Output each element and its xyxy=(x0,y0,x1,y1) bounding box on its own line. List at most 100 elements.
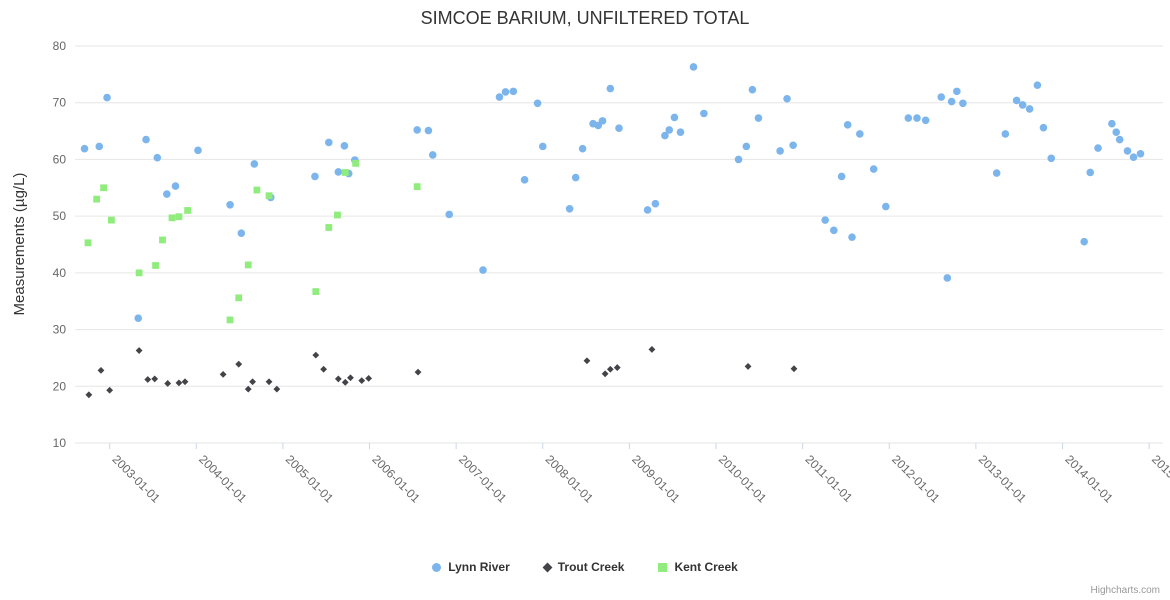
data-point[interactable] xyxy=(904,114,913,122)
data-point[interactable] xyxy=(334,211,341,219)
data-point[interactable] xyxy=(613,364,621,371)
data-point[interactable] xyxy=(93,195,101,203)
data-point[interactable] xyxy=(194,146,202,155)
data-point[interactable] xyxy=(134,314,143,323)
data-point[interactable] xyxy=(606,84,615,93)
data-point[interactable] xyxy=(164,380,172,387)
data-point[interactable] xyxy=(921,116,930,125)
data-point[interactable] xyxy=(135,347,143,354)
data-point[interactable] xyxy=(320,365,328,373)
data-point[interactable] xyxy=(334,168,343,176)
data-point[interactable] xyxy=(175,379,183,387)
data-point[interactable] xyxy=(142,135,150,144)
data-point[interactable] xyxy=(265,192,273,200)
data-point[interactable] xyxy=(1094,144,1102,152)
data-point[interactable] xyxy=(947,97,956,106)
legend-item-lynn-river[interactable]: Lynn River xyxy=(432,560,510,574)
data-point[interactable] xyxy=(565,204,574,213)
data-point[interactable] xyxy=(869,165,878,173)
data-point[interactable] xyxy=(235,360,243,368)
data-point[interactable] xyxy=(184,207,192,214)
data-point[interactable] xyxy=(689,63,698,71)
data-point[interactable] xyxy=(1080,237,1088,246)
data-point[interactable] xyxy=(1012,96,1021,105)
data-point[interactable] xyxy=(670,113,679,122)
data-point[interactable] xyxy=(520,176,529,184)
data-point[interactable] xyxy=(171,182,180,190)
data-point[interactable] xyxy=(1108,119,1116,128)
data-point[interactable] xyxy=(325,138,333,147)
legend-item-trout-creek[interactable]: Trout Creek xyxy=(542,560,624,574)
data-point[interactable] xyxy=(445,210,454,219)
data-point[interactable] xyxy=(80,144,89,153)
data-point[interactable] xyxy=(163,190,171,198)
data-point[interactable] xyxy=(744,363,752,370)
data-point[interactable] xyxy=(341,169,349,176)
data-point[interactable] xyxy=(837,172,846,181)
data-point[interactable] xyxy=(424,126,433,135)
data-point[interactable] xyxy=(676,128,685,137)
data-point[interactable] xyxy=(95,142,104,151)
data-point[interactable] xyxy=(700,109,708,118)
data-point[interactable] xyxy=(325,224,333,231)
data-point[interactable] xyxy=(340,142,349,150)
data-point[interactable] xyxy=(665,126,674,134)
data-point[interactable] xyxy=(249,378,256,386)
data-point[interactable] xyxy=(533,99,542,108)
data-point[interactable] xyxy=(1001,130,1010,138)
data-point[interactable] xyxy=(538,142,547,151)
data-point[interactable] xyxy=(1039,123,1048,132)
data-point[interactable] xyxy=(783,94,791,103)
data-point[interactable] xyxy=(103,93,111,102)
data-point[interactable] xyxy=(1129,153,1138,161)
data-point[interactable] xyxy=(135,269,143,277)
data-point[interactable] xyxy=(843,121,852,129)
data-point[interactable] xyxy=(107,216,115,224)
data-point[interactable] xyxy=(1136,149,1145,158)
data-point[interactable] xyxy=(265,378,273,386)
data-point[interactable] xyxy=(1033,81,1042,89)
data-point[interactable] xyxy=(341,378,349,386)
data-point[interactable] xyxy=(742,142,751,151)
data-point[interactable] xyxy=(1112,128,1121,137)
data-point[interactable] xyxy=(428,151,437,159)
data-point[interactable] xyxy=(856,130,864,138)
data-point[interactable] xyxy=(250,160,259,168)
data-point[interactable] xyxy=(226,316,234,324)
data-point[interactable] xyxy=(97,367,105,374)
data-point[interactable] xyxy=(151,375,159,383)
data-point[interactable] xyxy=(648,346,656,353)
data-point[interactable] xyxy=(601,370,609,378)
data-point[interactable] xyxy=(953,87,961,96)
data-point[interactable] xyxy=(144,376,152,383)
data-point[interactable] xyxy=(943,274,952,282)
data-point[interactable] xyxy=(235,294,243,302)
data-point[interactable] xyxy=(413,183,421,191)
data-point[interactable] xyxy=(790,365,798,373)
data-point[interactable] xyxy=(334,375,342,383)
data-point[interactable] xyxy=(175,213,183,221)
data-point[interactable] xyxy=(237,229,246,237)
data-point[interactable] xyxy=(583,357,591,365)
legend-item-kent-creek[interactable]: Kent Creek xyxy=(658,560,738,574)
data-point[interactable] xyxy=(848,233,856,241)
data-point[interactable] xyxy=(226,201,234,209)
data-point[interactable] xyxy=(358,377,366,385)
data-point[interactable] xyxy=(651,199,660,208)
data-point[interactable] xyxy=(273,385,281,393)
data-point[interactable] xyxy=(821,216,829,224)
data-point[interactable] xyxy=(365,374,373,382)
data-point[interactable] xyxy=(754,114,763,122)
data-point[interactable] xyxy=(312,288,320,295)
data-point[interactable] xyxy=(479,266,487,274)
data-point[interactable] xyxy=(606,365,614,373)
data-point[interactable] xyxy=(571,173,580,182)
data-point[interactable] xyxy=(1123,147,1132,155)
data-point[interactable] xyxy=(509,87,518,96)
data-point[interactable] xyxy=(311,172,319,181)
data-point[interactable] xyxy=(159,236,166,244)
data-point[interactable] xyxy=(413,126,421,134)
data-point[interactable] xyxy=(347,374,354,382)
data-point[interactable] xyxy=(168,214,176,222)
data-point[interactable] xyxy=(253,186,261,194)
